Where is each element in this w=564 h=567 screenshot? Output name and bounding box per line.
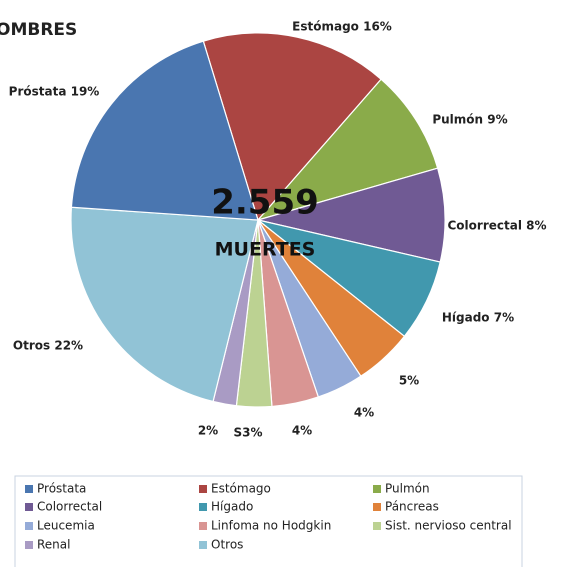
legend-swatch xyxy=(199,522,207,530)
data-label: Colorrectal 8% xyxy=(448,219,547,233)
legend-swatch xyxy=(25,522,33,530)
legend-swatch xyxy=(199,541,207,549)
pie-slice xyxy=(256,78,439,222)
legend-label: Linfoma no Hodgkin xyxy=(211,519,331,533)
data-label: Próstata 19% xyxy=(9,85,100,99)
data-label: 5% xyxy=(399,374,419,388)
pie-slice xyxy=(202,32,382,222)
legend-label: Pulmón xyxy=(385,482,430,496)
center-caption: MUERTES xyxy=(215,239,316,261)
legend-label: Páncreas xyxy=(385,500,439,514)
legend-label: Renal xyxy=(37,538,70,552)
data-label: Otros 22% xyxy=(13,339,83,353)
data-label: Estómago 16% xyxy=(292,20,392,34)
data-label: S3% xyxy=(233,426,262,440)
legend-swatch xyxy=(25,485,33,493)
legend-swatch xyxy=(25,503,33,511)
legend-label: Hígado xyxy=(211,500,253,514)
data-label: 4% xyxy=(354,406,374,420)
data-label: Pulmón 9% xyxy=(432,113,507,127)
legend-swatch xyxy=(199,485,207,493)
pie-slice xyxy=(255,167,446,263)
legend-swatch xyxy=(25,541,33,549)
legend-swatch xyxy=(199,503,207,511)
chart-title: OMBRES xyxy=(0,20,77,40)
pie xyxy=(70,32,446,408)
legend-label: Colorrectal xyxy=(37,500,102,514)
pie-slice xyxy=(70,206,259,403)
legend-label: Otros xyxy=(211,538,243,552)
pie-slice xyxy=(70,40,259,221)
legend-swatch xyxy=(373,503,381,511)
legend-swatch xyxy=(373,522,381,530)
center-total: 2.559 xyxy=(211,183,319,223)
legend-label: Próstata xyxy=(37,482,86,496)
legend-swatch xyxy=(373,485,381,493)
data-label: 2% xyxy=(198,424,218,438)
legend-label: Leucemia xyxy=(37,519,95,533)
data-label: Hígado 7% xyxy=(442,311,514,325)
data-label: 4% xyxy=(292,424,312,438)
legend-label: Sist. nervioso central xyxy=(385,519,512,533)
legend-label: Estómago xyxy=(211,482,271,496)
legend-box xyxy=(14,475,523,567)
